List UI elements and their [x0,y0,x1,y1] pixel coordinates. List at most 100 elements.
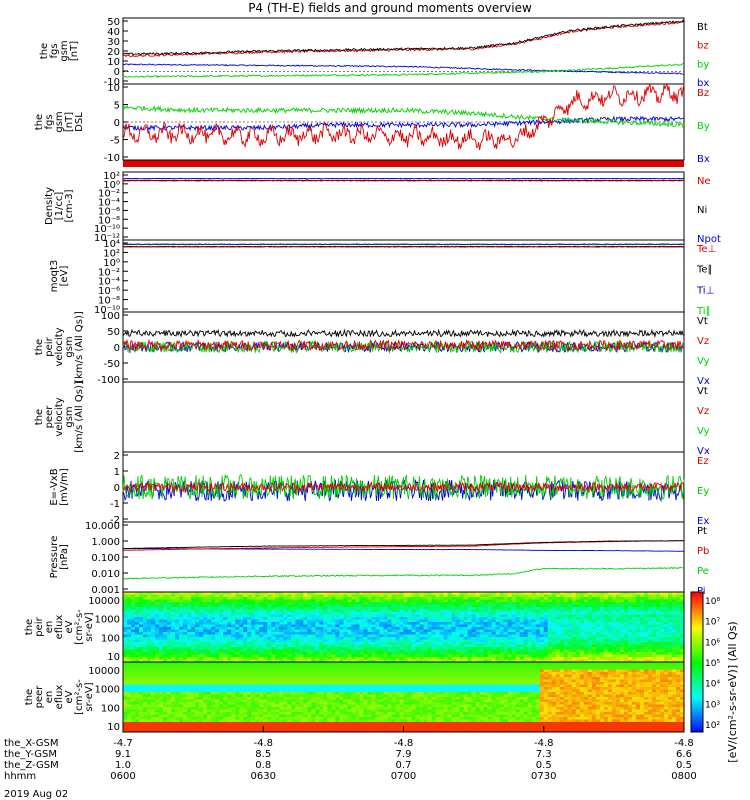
heatmap-cell [191,612,196,615]
legend-entry: Vy [697,356,710,367]
heatmap-cell [135,642,140,645]
heatmap-cell [227,592,232,595]
heatmap-cell [179,607,184,610]
heatmap-cell [235,594,240,598]
heatmap-cell [135,607,140,610]
heatmap-cell [215,642,220,645]
heatmap-cell [235,644,240,648]
heatmap-cell [139,637,144,640]
heatmap-cell [207,622,212,625]
heatmap-cell [167,654,172,658]
heatmap-cell [227,649,232,653]
y-tick-label: 10⁻⁴ [98,277,120,288]
heatmap-cell [127,602,132,605]
heatmap-cell [179,657,184,660]
y-axis-label: the [34,339,45,355]
heatmap-cell [223,639,228,643]
heatmap-cell [147,599,152,603]
heatmap-cell [199,659,204,663]
heatmap-cell [199,614,204,618]
heatmap-cell [227,617,232,620]
panel-frame [122,521,685,593]
y-tick-label: 5 [114,101,120,112]
heatmap-cell [267,602,272,605]
heatmap-cell [239,659,244,663]
heatmap-cell [167,599,172,603]
heatmap-cell [191,614,196,618]
heatmap-cell [239,607,244,610]
heatmap-cell [195,654,200,658]
heatmap-cell [263,642,268,645]
heatmap-cell [251,594,256,598]
heatmap-cell [187,644,192,648]
y-axis-label: [eV] [59,266,70,287]
heatmap-cell [183,634,188,638]
heatmap-cell [159,594,164,598]
heatmap-cell [135,622,140,625]
heatmap-cell [223,657,228,660]
heatmap-cell [135,602,140,605]
heatmap-cell [155,619,160,623]
heatmap-cell [203,642,208,645]
heatmap-cell [147,597,152,600]
heatmap-cell [199,629,204,633]
y-tick-label: 10⁻⁸ [98,296,120,307]
heatmap-cell [211,634,216,638]
heatmap-cell [187,637,192,640]
heatmap-cell [151,624,156,628]
y-axis-label: [nT] [64,112,75,132]
heatmap-cell [215,597,220,600]
heatmap-cell [247,597,252,600]
panel-frame [122,171,685,241]
heatmap-cell [139,599,144,603]
heatmap-cell [259,652,264,655]
y-axis-label: peir [34,616,45,636]
heatmap-cell [255,609,260,613]
heatmap-cell [251,612,256,615]
heatmap-cell [255,602,260,605]
heatmap-cell [135,644,140,648]
panel-frame [122,239,685,313]
y-axis-label: peer [44,405,55,429]
heatmap-cell [211,627,216,630]
heatmap-cell [179,649,184,653]
legend-entry: Vy [697,426,710,437]
heatmap-cell [263,592,268,595]
heatmap-cell [143,604,148,608]
heatmap-cell [179,644,184,648]
heatmap-cell [183,592,188,595]
heatmap-cell [219,639,224,643]
heatmap-cell [239,599,244,603]
heatmap-cell [171,602,176,605]
heatmap-cell [199,644,204,648]
heatmap-cell [159,649,164,653]
heatmap-cell [151,614,156,618]
heatmap-cell [255,612,260,615]
heatmap-cell [163,624,168,628]
heatmap-cell [123,659,128,663]
heatmap-cell [231,594,236,598]
heatmap-cell [131,617,136,620]
heatmap-cell [155,612,160,615]
heatmap-cell [171,647,176,650]
y-axis-label: fgs [44,114,55,129]
heatmap-cell [159,632,164,635]
heatmap-cell [235,614,240,618]
y-tick-label: 1000 [95,685,120,696]
heatmap-cell [135,624,140,628]
heatmap-cell [151,632,156,635]
heatmap-cell [131,652,136,655]
y-tick-label: 10⁻¹² [94,233,120,244]
heatmap-cell [263,647,268,650]
heatmap-cell [215,627,220,630]
heatmap-cell [267,624,272,628]
series-line-red [122,540,684,551]
heatmap-cell [195,639,200,643]
heatmap-cell [215,622,220,625]
heatmap-cell [195,622,200,625]
heatmap-cell [163,614,168,618]
y-tick-label: 0 [114,343,120,354]
heatmap-cell [215,629,220,633]
heatmap-cell [235,642,240,645]
